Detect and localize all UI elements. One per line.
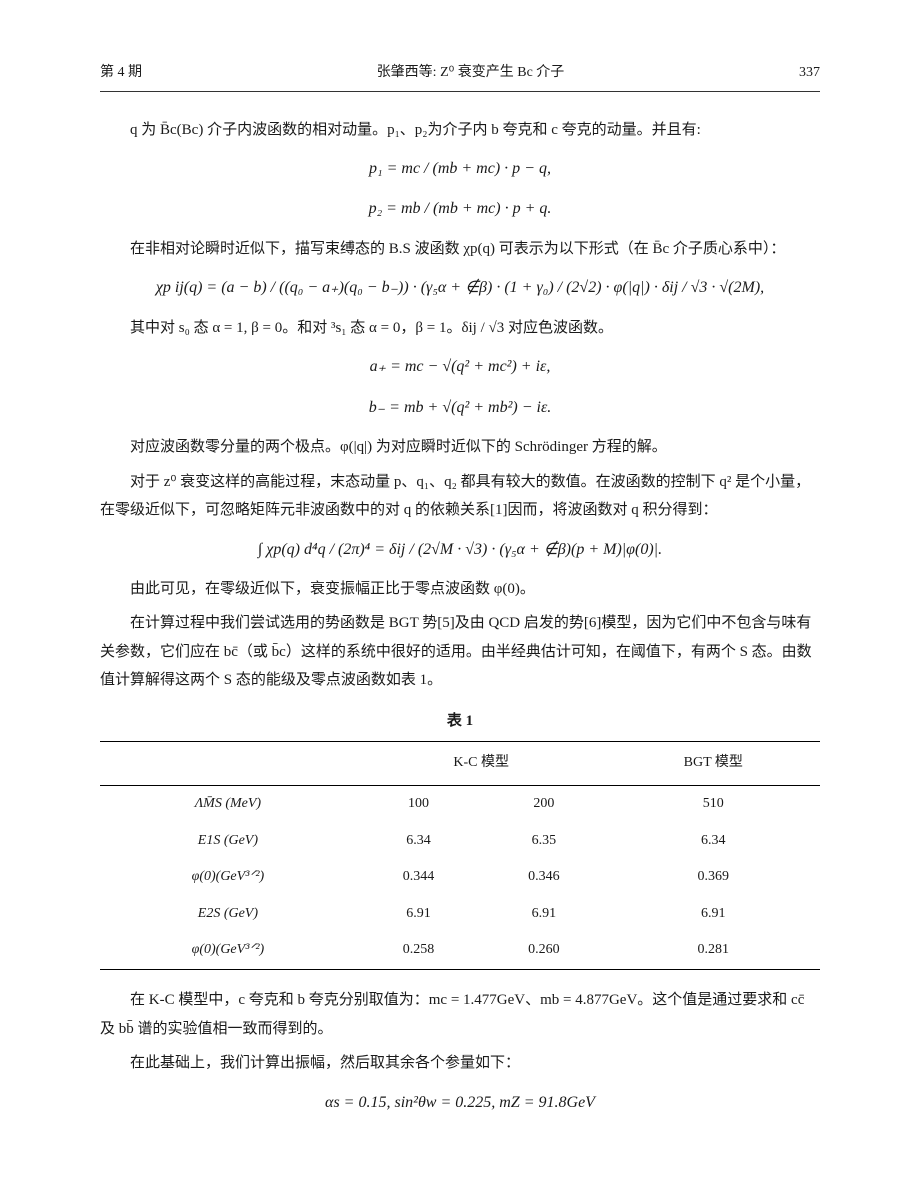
table-title: 表 1 xyxy=(100,707,820,736)
header-center: 张肇西等: Z⁰ 衰变产生 Bc 介子 xyxy=(142,60,799,87)
formula-chi: χp ij(q) = (a − b) / ((q₀ − a₊)(q₀ − b₋)… xyxy=(100,273,820,303)
paragraph-9: 在此基础上，我们计算出振幅，然后取其余各个参量如下： xyxy=(100,1049,820,1078)
formula-aplus: a₊ = mc − √(q² + mc²) + iε, xyxy=(100,352,820,382)
formula-params: αs = 0.15, sin²θw = 0.225, mZ = 91.8GeV xyxy=(100,1088,820,1118)
row-label: φ(0)(GeV³ᐟ²) xyxy=(100,932,356,969)
cell-kc2: 6.35 xyxy=(481,823,606,860)
formula-p1: p₁ = mc / (mb + mc) · p − q, xyxy=(100,154,820,184)
formula-p2: p₂ = mb / (mb + mc) · p + q. xyxy=(100,194,820,224)
paragraph-2: 在非相对论瞬时近似下，描写束缚态的 B.S 波函数 χp(q) 可表示为以下形式… xyxy=(100,235,820,264)
table-row: φ(0)(GeV³ᐟ²) 0.344 0.346 0.369 xyxy=(100,859,820,896)
table-header-row: K-C 模型 BGT 模型 xyxy=(100,742,820,786)
cell-kc2: 6.91 xyxy=(481,896,606,933)
row-label: E1S (GeV) xyxy=(100,823,356,860)
paragraph-4: 对应波函数零分量的两个极点。φ(|q|) 为对应瞬时近似下的 Schröding… xyxy=(100,433,820,462)
cell-kc1: 0.344 xyxy=(356,859,481,896)
cell-bgt: 6.34 xyxy=(607,823,820,860)
cell-kc1: 6.34 xyxy=(356,823,481,860)
cell-kc1: 100 xyxy=(356,786,481,823)
col-header-kc: K-C 模型 xyxy=(356,742,607,786)
cell-bgt: 510 xyxy=(607,786,820,823)
table-row: φ(0)(GeV³ᐟ²) 0.258 0.260 0.281 xyxy=(100,932,820,969)
page-header: 第 4 期 张肇西等: Z⁰ 衰变产生 Bc 介子 337 xyxy=(100,60,820,92)
col-header-blank xyxy=(100,742,356,786)
table-row: ΛM̄S (MeV) 100 200 510 xyxy=(100,786,820,823)
cell-bgt: 0.281 xyxy=(607,932,820,969)
paragraph-5: 对于 z⁰ 衰变这样的高能过程，末态动量 p、q₁、q₂ 都具有较大的数值。在波… xyxy=(100,468,820,525)
cell-kc2: 200 xyxy=(481,786,606,823)
paragraph-6: 由此可见，在零级近似下，衰变振幅正比于零点波函数 φ(0)。 xyxy=(100,575,820,604)
table-row: E1S (GeV) 6.34 6.35 6.34 xyxy=(100,823,820,860)
paragraph-3: 其中对 s₀ 态 α = 1, β = 0。和对 ³s₁ 态 α = 0，β =… xyxy=(100,314,820,343)
col-header-bgt: BGT 模型 xyxy=(607,742,820,786)
cell-kc1: 6.91 xyxy=(356,896,481,933)
paragraph-8: 在 K-C 模型中，c 夸克和 b 夸克分别取值为：mc = 1.477GeV、… xyxy=(100,986,820,1043)
table-row: E2S (GeV) 6.91 6.91 6.91 xyxy=(100,896,820,933)
formula-bminus: b₋ = mb + √(q² + mb²) − iε. xyxy=(100,393,820,423)
row-label: φ(0)(GeV³ᐟ²) xyxy=(100,859,356,896)
row-label: E2S (GeV) xyxy=(100,896,356,933)
header-left: 第 4 期 xyxy=(100,60,142,87)
formula-integral: ∫ χp(q) d⁴q / (2π)⁴ = δij / (2√M · √3) ·… xyxy=(100,535,820,565)
params-table: K-C 模型 BGT 模型 ΛM̄S (MeV) 100 200 510 E1S… xyxy=(100,741,820,970)
header-right: 337 xyxy=(799,60,820,87)
paragraph-1: q 为 B̄c(Bc) 介子内波函数的相对动量。p₁、p₂为介子内 b 夸克和 … xyxy=(100,116,820,145)
row-label: ΛM̄S (MeV) xyxy=(100,786,356,823)
cell-kc2: 0.346 xyxy=(481,859,606,896)
cell-bgt: 0.369 xyxy=(607,859,820,896)
cell-bgt: 6.91 xyxy=(607,896,820,933)
paragraph-7: 在计算过程中我们尝试选用的势函数是 BGT 势[5]及由 QCD 启发的势[6]… xyxy=(100,609,820,695)
cell-kc2: 0.260 xyxy=(481,932,606,969)
cell-kc1: 0.258 xyxy=(356,932,481,969)
